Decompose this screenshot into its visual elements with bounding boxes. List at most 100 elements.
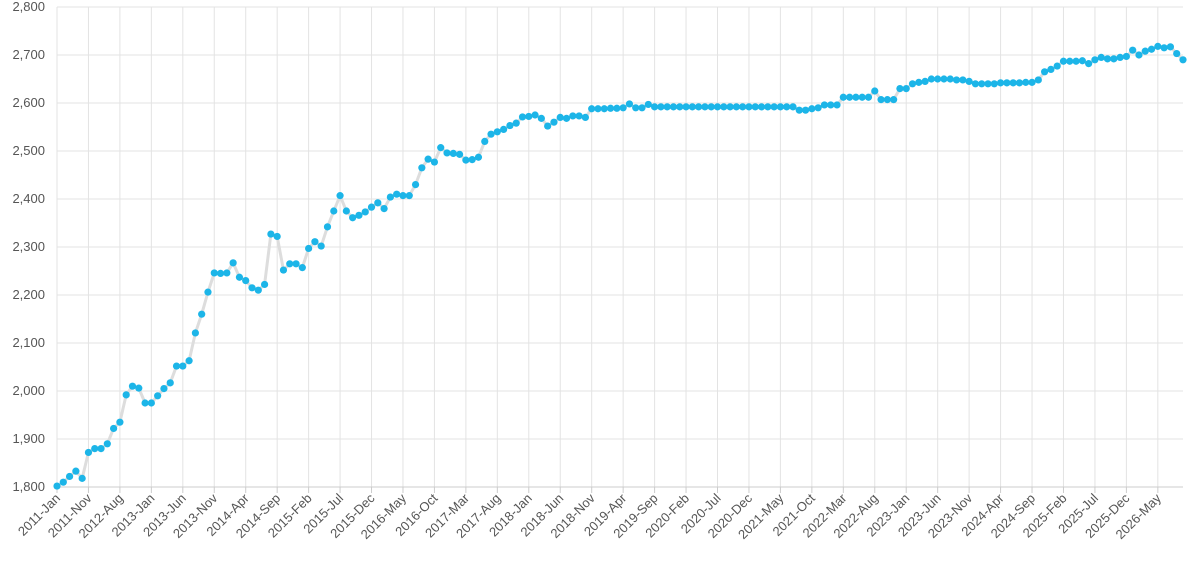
data-point bbox=[336, 192, 344, 200]
data-point bbox=[959, 76, 967, 84]
data-point bbox=[141, 399, 149, 407]
data-point bbox=[254, 286, 262, 294]
y-tick-label: 1,800 bbox=[12, 479, 45, 494]
data-point bbox=[185, 357, 193, 365]
data-point bbox=[393, 190, 401, 198]
y-tick-label: 2,000 bbox=[12, 383, 45, 398]
data-point bbox=[455, 150, 464, 158]
data-point bbox=[122, 391, 130, 399]
data-point bbox=[273, 232, 281, 241]
data-point bbox=[367, 203, 376, 211]
data-point bbox=[1015, 79, 1024, 87]
data-point bbox=[594, 105, 602, 113]
data-point bbox=[606, 104, 615, 112]
data-point bbox=[279, 266, 288, 274]
data-point bbox=[745, 103, 753, 111]
data-point bbox=[292, 260, 300, 268]
data-point bbox=[1034, 76, 1042, 84]
data-point bbox=[1047, 65, 1055, 73]
data-point bbox=[537, 114, 545, 122]
data-point bbox=[569, 112, 577, 120]
data-point bbox=[154, 392, 162, 400]
data-point bbox=[1154, 42, 1162, 50]
data-point bbox=[305, 244, 313, 253]
data-point bbox=[1135, 51, 1143, 59]
data-point bbox=[317, 242, 325, 250]
data-point bbox=[650, 103, 659, 111]
data-point bbox=[399, 192, 407, 200]
data-point bbox=[1179, 56, 1187, 64]
y-tick-label: 2,400 bbox=[12, 191, 45, 206]
data-point bbox=[600, 105, 608, 113]
data-point bbox=[1041, 68, 1049, 76]
data-point bbox=[349, 214, 357, 222]
data-point bbox=[91, 445, 99, 453]
data-point bbox=[588, 105, 596, 113]
data-point bbox=[701, 103, 709, 111]
data-point bbox=[1022, 78, 1030, 86]
y-tick-label: 2,200 bbox=[12, 287, 45, 302]
data-point bbox=[713, 103, 722, 111]
data-point bbox=[751, 103, 759, 111]
data-point bbox=[424, 155, 432, 163]
data-point bbox=[1009, 79, 1017, 87]
y-tick-label: 2,100 bbox=[12, 335, 45, 350]
data-point bbox=[430, 158, 439, 166]
data-point bbox=[613, 104, 621, 112]
data-point bbox=[1091, 56, 1099, 64]
y-tick-label: 2,700 bbox=[12, 47, 45, 62]
data-point bbox=[198, 310, 206, 318]
data-point bbox=[223, 269, 231, 277]
data-point bbox=[638, 104, 646, 112]
data-point bbox=[342, 207, 350, 215]
data-point bbox=[890, 96, 898, 104]
data-point bbox=[298, 264, 306, 272]
data-point bbox=[688, 103, 696, 111]
data-point bbox=[411, 181, 420, 189]
data-point bbox=[1129, 46, 1137, 54]
y-tick-label: 2,600 bbox=[12, 95, 45, 110]
data-point bbox=[380, 205, 388, 213]
data-point bbox=[1078, 57, 1086, 65]
data-point bbox=[984, 80, 992, 88]
data-point bbox=[896, 85, 904, 93]
data-point bbox=[927, 75, 935, 83]
data-point bbox=[116, 418, 124, 426]
data-point bbox=[248, 284, 256, 292]
data-point bbox=[669, 103, 678, 111]
data-point bbox=[97, 445, 105, 453]
data-point bbox=[757, 103, 766, 111]
y-tick-label: 2,800 bbox=[12, 0, 45, 14]
data-point bbox=[179, 362, 187, 370]
data-point bbox=[59, 478, 67, 486]
data-point bbox=[1066, 57, 1074, 65]
data-point bbox=[720, 103, 728, 111]
data-point bbox=[915, 78, 923, 86]
data-point bbox=[801, 106, 810, 114]
data-point bbox=[770, 103, 778, 111]
data-point bbox=[1103, 55, 1112, 63]
data-point bbox=[644, 100, 652, 109]
data-point bbox=[386, 193, 394, 201]
data-point bbox=[827, 101, 835, 109]
data-point bbox=[235, 273, 244, 281]
data-point bbox=[695, 103, 703, 111]
data-point bbox=[908, 80, 917, 88]
data-point bbox=[229, 259, 237, 267]
data-point bbox=[474, 153, 483, 161]
data-point bbox=[1110, 55, 1118, 63]
data-point bbox=[160, 385, 168, 393]
data-point bbox=[632, 104, 640, 112]
data-point bbox=[260, 280, 269, 289]
data-point bbox=[1141, 47, 1149, 55]
data-point bbox=[462, 156, 470, 164]
data-point bbox=[625, 100, 634, 108]
data-point bbox=[839, 93, 847, 101]
data-point bbox=[437, 144, 445, 152]
data-point bbox=[902, 85, 910, 93]
data-point bbox=[783, 103, 791, 111]
data-point bbox=[449, 149, 457, 157]
data-point bbox=[512, 119, 520, 127]
